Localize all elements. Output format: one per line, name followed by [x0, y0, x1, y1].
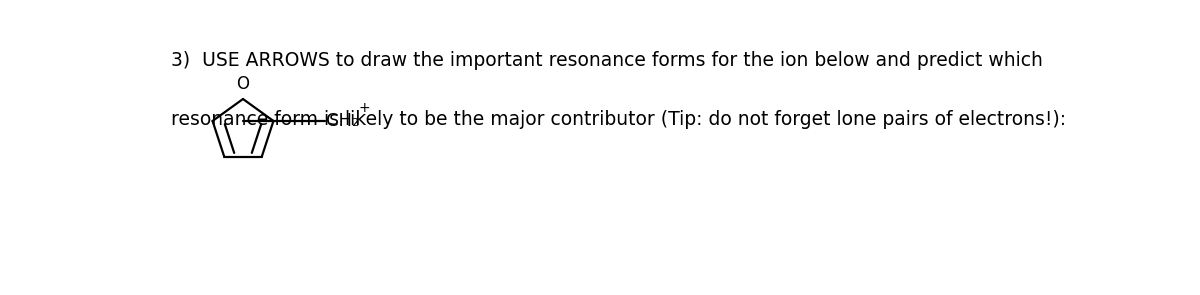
Text: resonance form is likely to be the major contributor (Tip: do not forget lone pa: resonance form is likely to be the major… — [172, 110, 1067, 130]
Text: CH₂: CH₂ — [326, 112, 360, 130]
Text: 3)  USE ARROWS to draw the important resonance forms for the ion below and predi: 3) USE ARROWS to draw the important reso… — [172, 51, 1043, 70]
Text: +: + — [358, 101, 370, 115]
Text: O: O — [236, 75, 250, 93]
